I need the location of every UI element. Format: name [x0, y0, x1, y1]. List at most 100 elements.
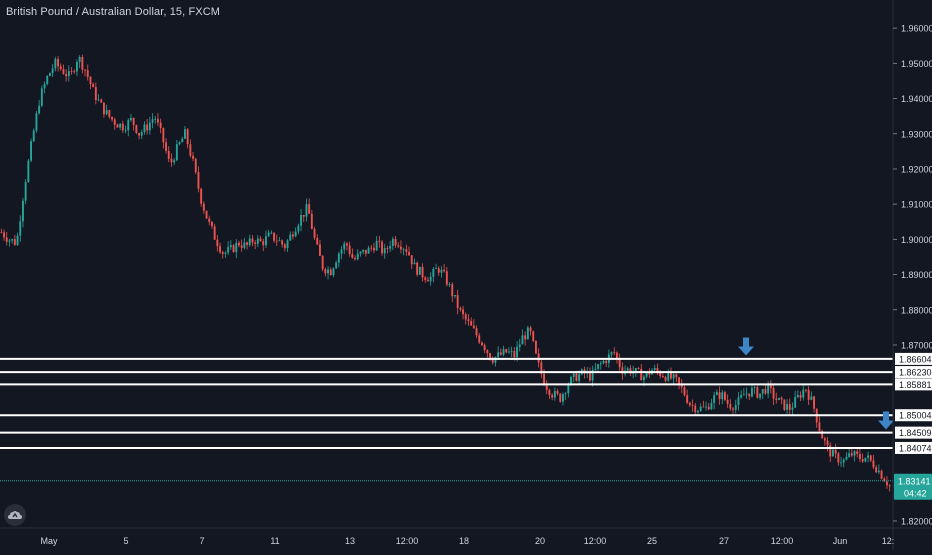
candle-body — [737, 397, 740, 406]
support-resistance-levels — [0, 357, 893, 449]
time-tick-label: 20 — [535, 536, 545, 546]
candle-body — [481, 342, 483, 346]
candle-body — [73, 71, 76, 73]
candle-body — [391, 238, 394, 247]
candle-body — [707, 406, 710, 410]
candle-body — [456, 295, 459, 308]
candle-body — [235, 242, 238, 253]
level-price-label: 1.85004 — [899, 411, 932, 421]
candle-body — [337, 253, 340, 263]
candle-body — [713, 394, 716, 404]
candle-body — [54, 58, 57, 69]
candle-body — [146, 124, 149, 131]
candle-body — [375, 240, 378, 251]
candle-body — [429, 276, 432, 282]
candle-body — [643, 376, 645, 381]
candle-body — [86, 70, 89, 77]
candle-body — [418, 266, 421, 275]
candle-body — [691, 405, 694, 406]
time-tick-label: 12: — [882, 536, 895, 546]
candle-body — [227, 247, 230, 253]
candle-body — [43, 83, 46, 89]
candle-body — [105, 110, 108, 115]
candle-body — [437, 268, 440, 273]
candle-body — [167, 150, 170, 159]
time-tick-label: 5 — [123, 536, 128, 546]
candle-body — [224, 252, 227, 254]
candle-body — [32, 130, 35, 142]
candle-body — [850, 453, 853, 456]
candle-body — [502, 349, 505, 355]
down-arrow-shaft — [883, 411, 889, 422]
candle-body — [559, 393, 562, 402]
candle-body — [221, 252, 224, 254]
price-tick-label: 1.89000 — [901, 270, 932, 280]
candle-body — [753, 387, 756, 388]
candle-body — [594, 368, 597, 370]
candle-body — [186, 129, 189, 145]
down-arrow-icon — [738, 337, 754, 356]
candle-body — [448, 284, 451, 286]
candle-body — [848, 453, 851, 457]
candle-body — [489, 353, 491, 360]
candle-body — [718, 392, 721, 400]
candle-body — [211, 221, 213, 227]
time-tick-label: 13 — [345, 536, 355, 546]
candle-body — [445, 271, 448, 285]
level-price-badge — [895, 426, 932, 439]
candle-body — [543, 373, 545, 386]
down-arrow-head — [878, 420, 894, 430]
candle-body — [540, 362, 543, 374]
candle-body — [402, 249, 405, 251]
candle-body — [394, 238, 397, 246]
candle-body — [810, 396, 813, 400]
candle-body — [694, 405, 697, 413]
candle-body — [867, 455, 869, 458]
candle-body — [680, 383, 683, 388]
candle-body — [640, 368, 643, 381]
candle-body — [616, 352, 618, 359]
candle-body — [856, 451, 859, 455]
level-price-badge — [895, 378, 932, 391]
candle-body — [367, 247, 370, 254]
candle-body — [721, 392, 724, 400]
candle-body — [251, 238, 254, 243]
candle-body — [486, 350, 489, 354]
down-arrow-head — [738, 346, 754, 356]
time-tick-label: 18 — [459, 536, 469, 546]
candle-body — [22, 200, 24, 222]
time-tick-label: 25 — [647, 536, 657, 546]
candle-body — [772, 388, 775, 399]
candle-body — [634, 368, 637, 372]
arrow-markers — [738, 337, 894, 430]
candle-body — [92, 84, 95, 88]
level-price-badge — [895, 409, 932, 422]
tradingview-cloud-icon[interactable] — [4, 504, 26, 526]
candle-body — [413, 262, 416, 265]
time-axis[interactable]: May 5 7 11 13 12:00 18 20 12:00 25 27 12:00 Jun 12: — [0, 527, 932, 546]
level-price-label: 1.85881 — [899, 380, 932, 390]
candle-body — [548, 389, 551, 395]
candle-body — [610, 352, 613, 355]
candle-body — [194, 158, 197, 173]
candle-body — [19, 221, 22, 236]
candle-body — [472, 325, 475, 329]
candle-body — [132, 117, 135, 126]
price-tick-label: 1.92000 — [901, 164, 932, 174]
candle-body — [813, 396, 815, 409]
candle-body — [556, 390, 559, 394]
price-axis[interactable]: 1.96000 1.95000 1.94000 1.93000 1.92000 1.910… — [892, 0, 932, 550]
candle-body — [24, 181, 27, 201]
candle-body — [240, 245, 243, 248]
candle-body — [197, 172, 200, 189]
candle-body — [100, 99, 103, 103]
candle-body — [880, 470, 883, 479]
level-price-badge — [895, 352, 932, 365]
level-price-label: 1.84074 — [899, 443, 932, 453]
candle-body — [143, 124, 146, 133]
candle-body — [181, 138, 184, 143]
candle-body — [578, 374, 581, 381]
candle-body — [796, 395, 799, 397]
